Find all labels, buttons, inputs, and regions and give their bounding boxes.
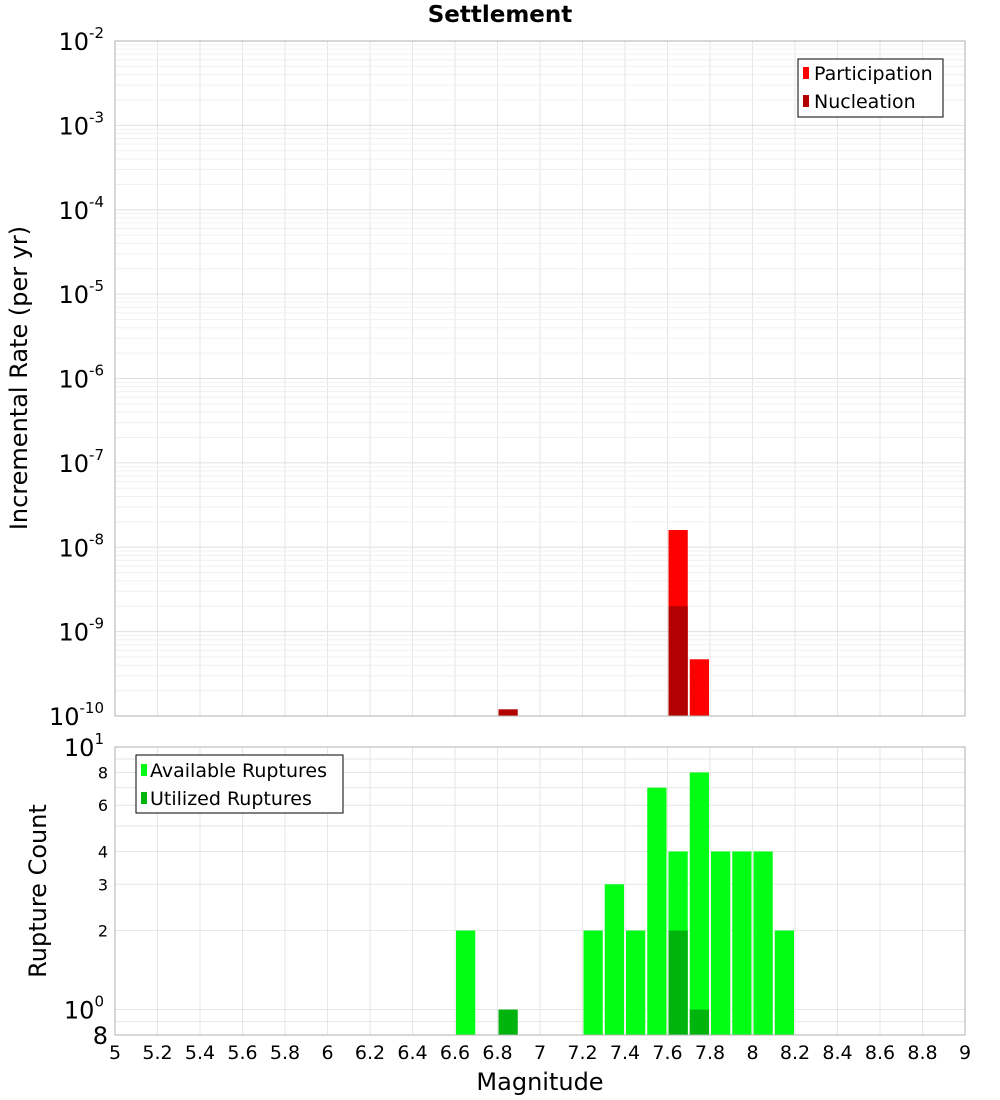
bottom-bar-utilized-ruptures xyxy=(689,1009,709,1035)
top-y-tick-label: 10-6 xyxy=(58,362,104,394)
bottom-y-tick-label: 101 xyxy=(64,730,104,762)
legend-label-available-ruptures: Available Ruptures xyxy=(150,760,327,782)
x-tick-label: 6.8 xyxy=(482,1042,512,1064)
top-y-tick-label: 10-10 xyxy=(49,699,104,731)
top-y-tick-label: 10-2 xyxy=(58,24,104,56)
x-tick-label: 8.6 xyxy=(865,1042,895,1064)
x-tick-label: 7.6 xyxy=(652,1042,682,1064)
bottom-bar-available-ruptures xyxy=(732,851,752,1035)
top-plot-bars xyxy=(498,530,709,716)
bottom-bar-available-ruptures xyxy=(711,851,731,1035)
legend-swatch-available-ruptures xyxy=(141,764,147,776)
top-plot-grid xyxy=(114,41,966,717)
x-tick-label: 7 xyxy=(534,1042,546,1064)
top-y-tick-label: 10-5 xyxy=(58,277,104,309)
x-tick-label: 5.2 xyxy=(142,1042,172,1064)
top-y-tick-label: 10-7 xyxy=(58,446,104,478)
bottom-y-axis-label: Rupture Count xyxy=(24,804,52,978)
bottom-bar-utilized-ruptures xyxy=(498,1009,518,1035)
top-y-tick-label: 10-9 xyxy=(58,615,104,647)
bottom-bar-available-ruptures xyxy=(583,930,603,1035)
x-tick-label: 7.4 xyxy=(610,1042,640,1064)
chart-title: Settlement xyxy=(428,2,573,28)
bottom-plot-bars xyxy=(456,772,794,1035)
x-tick-label: 5 xyxy=(109,1042,121,1064)
bottom-bar-available-ruptures xyxy=(647,787,667,1035)
bottom-plot-frame xyxy=(114,746,966,1036)
bottom-y-tick-label: 100 xyxy=(64,993,104,1025)
x-tick-label: 5.6 xyxy=(227,1042,257,1064)
x-tick-labels: 5 5.2 5.4 5.6 5.8 6 6.2 6.4 6.6 6.8 7 7.2 7.4 7.6 7.8 8… xyxy=(109,1042,971,1064)
top-y-axis-label: Incremental Rate (per yr) xyxy=(5,226,33,530)
top-y-tick-labels: 10-2 10-3 10-4 10-5 10-6 10-7 10-8 10-9 10-10 xyxy=(49,24,104,731)
bottom-plot-grid xyxy=(114,746,966,1035)
legend-swatch-nucleation xyxy=(803,95,809,107)
bottom-bar-available-ruptures xyxy=(604,884,624,1035)
bottom-bar-available-ruptures xyxy=(753,851,773,1035)
bottom-y-tick-label: 4 xyxy=(98,842,108,861)
bottom-legend: Available Ruptures Utilized Ruptures xyxy=(135,754,344,814)
top-plot-frame xyxy=(114,40,966,717)
legend-label-nucleation: Nucleation xyxy=(814,91,916,113)
top-y-tick-label: 10-3 xyxy=(58,108,104,140)
x-tick-label: 5.8 xyxy=(270,1042,300,1064)
bottom-y-tick-label: 8 xyxy=(98,763,108,782)
bottom-bar-available-ruptures xyxy=(774,930,794,1035)
x-tick-label: 6.4 xyxy=(397,1042,427,1064)
bottom-y-tick-label: 3 xyxy=(98,875,108,894)
top-y-tick-label: 10-8 xyxy=(58,530,104,562)
x-tick-label: 6.2 xyxy=(355,1042,385,1064)
bottom-y-tick-label: 2 xyxy=(98,922,108,941)
bottom-y-tick-label: 6 xyxy=(98,796,108,815)
legend-swatch-participation xyxy=(803,67,809,79)
bottom-y-tick-label: 8 xyxy=(93,1022,108,1050)
top-legend: Participation Nucleation xyxy=(797,58,944,118)
x-tick-label: 7.2 xyxy=(567,1042,597,1064)
bottom-bar-utilized-ruptures xyxy=(668,930,688,1035)
legend-swatch-utilized-ruptures xyxy=(141,792,147,804)
x-tick-label: 6 xyxy=(321,1042,333,1064)
x-tick-label: 9 xyxy=(959,1042,971,1064)
x-axis-label: Magnitude xyxy=(476,1068,603,1096)
x-tick-label: 7.8 xyxy=(695,1042,725,1064)
bottom-bar-available-ruptures xyxy=(689,772,709,1035)
top-y-tick-label: 10-4 xyxy=(58,193,104,225)
x-tick-label: 6.6 xyxy=(440,1042,470,1064)
legend-label-utilized-ruptures: Utilized Ruptures xyxy=(150,788,312,810)
x-tick-label: 8.2 xyxy=(780,1042,810,1064)
x-tick-label: 8.8 xyxy=(907,1042,937,1064)
top-bar-participation xyxy=(689,659,709,716)
x-tick-label: 8.4 xyxy=(822,1042,852,1064)
bottom-bar-available-ruptures xyxy=(626,930,646,1035)
bottom-bar-available-ruptures xyxy=(456,930,476,1035)
legend-label-participation: Participation xyxy=(814,63,933,85)
top-bar-nucleation xyxy=(498,709,518,716)
top-bar-nucleation xyxy=(668,606,688,716)
x-tick-label: 5.4 xyxy=(185,1042,215,1064)
x-tick-label: 8 xyxy=(746,1042,758,1064)
